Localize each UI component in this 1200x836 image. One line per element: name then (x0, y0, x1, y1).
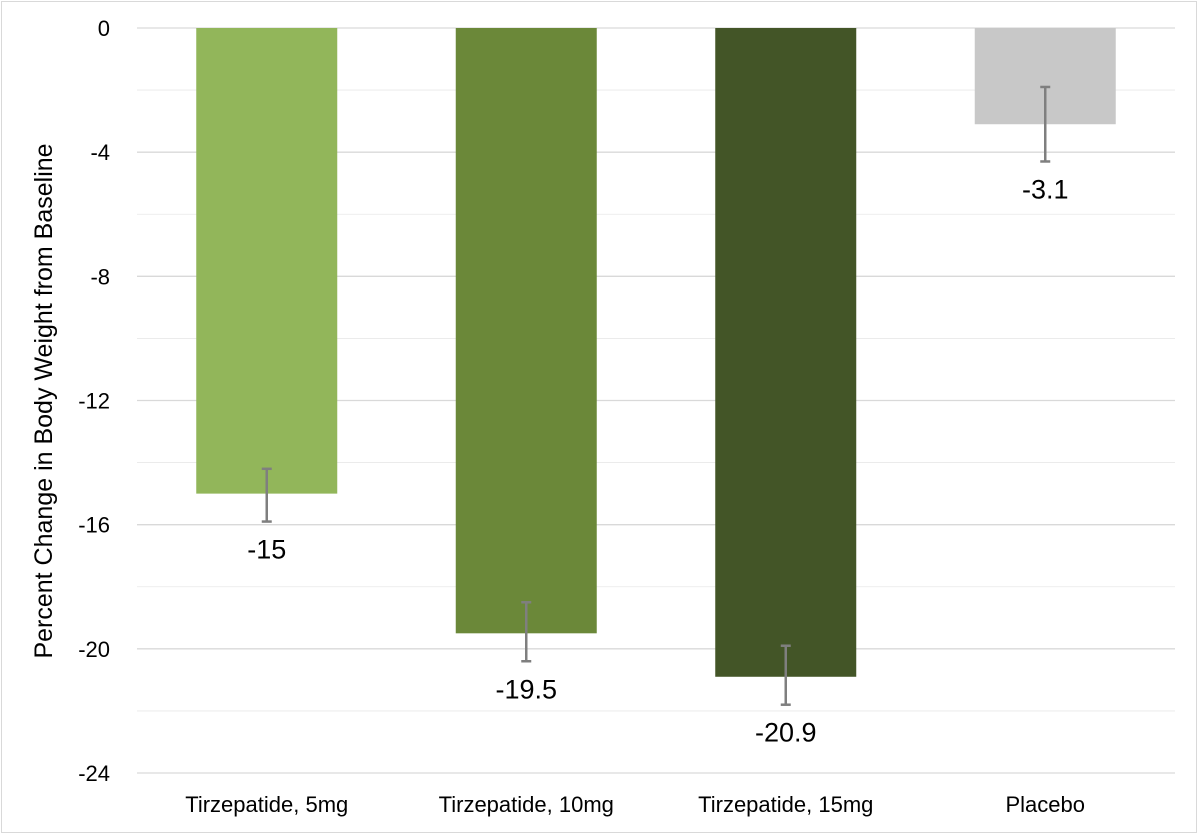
x-category-label: Tirzepatide, 10mg (439, 792, 614, 817)
y-tick-label: -16 (78, 513, 110, 538)
y-tick-labels: 0 -4 -8 -12 -16 -20 -24 (78, 16, 110, 786)
data-label: -19.5 (495, 674, 557, 704)
error-bar (261, 467, 272, 523)
y-tick-label: -20 (78, 637, 110, 662)
bar (455, 28, 597, 634)
x-category-labels: Tirzepatide, 5mg Tirzepatide, 10mg Tirzepa… (185, 792, 1085, 817)
bar (715, 28, 857, 677)
data-labels: -15 -19.5 -20.9 -3.1 (247, 174, 1068, 747)
error-bar (521, 601, 532, 663)
x-category-label: Tirzepatide, 15mg (698, 792, 873, 817)
y-tick-label: -8 (90, 264, 110, 289)
data-label: -3.1 (1022, 174, 1069, 204)
data-label: -15 (247, 535, 286, 565)
error-bars (261, 85, 1051, 706)
y-tick-label: -24 (78, 761, 110, 786)
y-tick-label: -4 (90, 140, 110, 165)
y-tick-label: -12 (78, 389, 110, 414)
data-label: -20.9 (755, 718, 817, 748)
y-axis-title: Percent Change in Body Weight from Basel… (30, 143, 58, 658)
error-bar (1040, 85, 1051, 163)
bars (196, 28, 1116, 677)
x-category-label: Placebo (1005, 792, 1085, 817)
y-tick-label: 0 (98, 16, 110, 41)
x-category-label: Tirzepatide, 5mg (185, 792, 348, 817)
bar (196, 28, 338, 494)
error-bar (780, 644, 791, 706)
